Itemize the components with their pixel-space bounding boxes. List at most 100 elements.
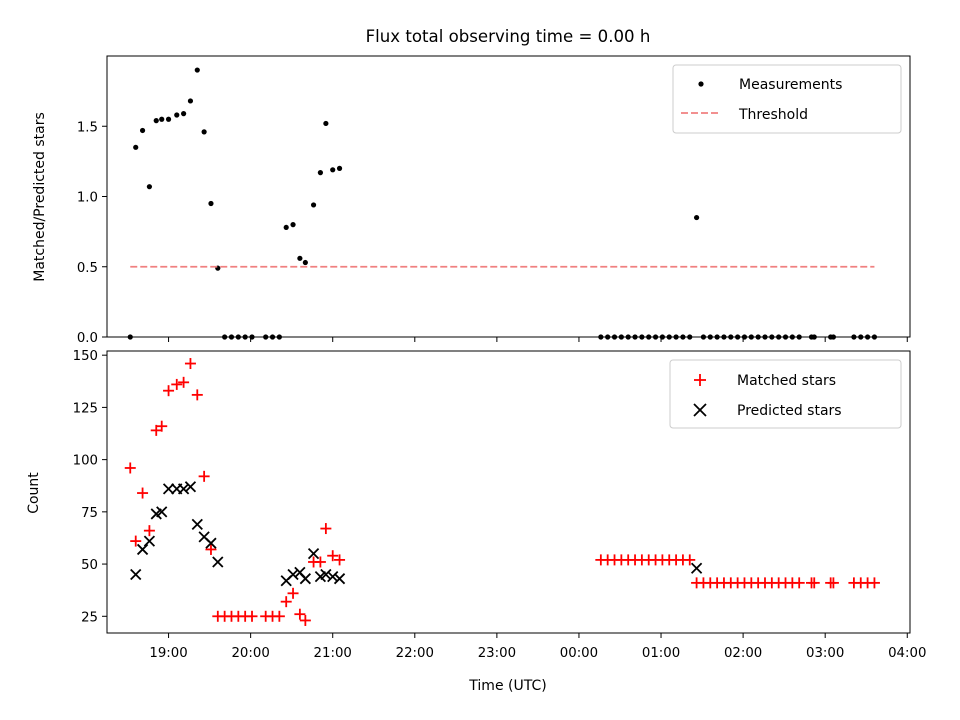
y-tick-label: 50 <box>81 558 98 573</box>
x-tick-label: 04:00 <box>888 646 926 661</box>
y-tick-label: 150 <box>73 349 98 364</box>
x-tick-label: 21:00 <box>314 646 352 661</box>
predicted-star-point <box>162 483 175 495</box>
legend-marker-measurements <box>698 81 704 87</box>
y-tick-label: 1.0 <box>77 191 98 206</box>
matched-star-point <box>273 610 285 622</box>
measurement-point <box>165 116 172 122</box>
bottom-chart-y-axis-label: Count <box>26 472 42 514</box>
measurement-point <box>317 170 324 176</box>
predicted-star-point <box>143 535 156 547</box>
matched-star-point <box>143 525 155 537</box>
top-chart-legend: Measurements Threshold <box>672 64 902 134</box>
matched-star-point <box>827 577 839 589</box>
bottom-chart-x-axis-label: Time (UTC) <box>468 678 546 694</box>
predicted-star-point <box>184 481 197 493</box>
measurement-point <box>181 111 187 117</box>
measurement-point <box>693 214 700 221</box>
matched-star-point <box>299 614 311 626</box>
matched-star-point <box>246 610 258 622</box>
measurement-point <box>139 127 146 134</box>
predicted-star-point <box>320 568 332 581</box>
top-chart-y-ticks: 0.0 0.5 1.0 1.5 <box>77 120 107 346</box>
measurement-point <box>194 67 200 73</box>
measurement-point <box>302 259 308 266</box>
top-chart: 0.0 0.5 1.0 1.5 Matched/Predicted stars Mea… <box>32 55 911 346</box>
bottom-chart-y-ticks: 25 50 75 100 125 150 <box>73 349 107 625</box>
matched-star-point <box>198 470 210 482</box>
matched-star-point <box>156 420 168 432</box>
bottom-chart-marks <box>124 358 880 626</box>
predicted-star-point <box>136 543 149 556</box>
matched-star-point <box>130 535 142 547</box>
y-tick-label: 0.5 <box>77 261 98 276</box>
matched-star-point <box>314 556 326 568</box>
top-chart-y-axis-label: Matched/Predicted stars <box>32 112 48 282</box>
predicted-star-point <box>191 518 203 531</box>
predicted-star-point <box>333 573 346 585</box>
matched-star-point <box>334 554 346 566</box>
predicted-star-point <box>130 568 142 581</box>
bottom-chart-legend-box <box>669 359 902 429</box>
measurement-point <box>310 202 317 208</box>
predicted-star-point <box>690 562 703 574</box>
matched-star-point <box>327 550 339 562</box>
x-tick-label: 20:00 <box>231 646 269 661</box>
matched-star-point <box>868 577 880 589</box>
x-tick-label: 23:00 <box>478 646 516 661</box>
matched-star-point <box>184 358 196 370</box>
predicted-star-point <box>299 573 311 585</box>
legend-label-matched-stars: Matched stars <box>737 373 836 389</box>
bottom-chart-frame <box>106 350 911 634</box>
top-chart-legend-box <box>672 64 902 134</box>
measurement-point <box>201 129 207 135</box>
predicted-star-point <box>156 506 168 518</box>
measurement-point <box>146 184 153 190</box>
measurement-point <box>208 200 214 207</box>
measurement-point <box>283 224 289 231</box>
x-tick-label: 19:00 <box>149 646 187 661</box>
matched-star-point <box>320 523 332 535</box>
matched-star-point <box>294 608 306 620</box>
x-tick-label: 00:00 <box>560 646 598 661</box>
y-tick-label: 1.5 <box>77 120 98 135</box>
y-tick-label: 25 <box>81 610 98 625</box>
bottom-chart-legend: Matched stars Predicted stars <box>669 359 902 429</box>
top-chart-x-ticks <box>168 337 908 342</box>
legend-label-threshold: Threshold <box>738 107 808 123</box>
matched-star-point <box>178 376 190 388</box>
bottom-chart-x-ticks: 19:00 20:00 21:00 22:00 23:00 00:00 01:00 02:00… <box>149 633 926 661</box>
legend-marker-predicted-stars <box>693 403 707 417</box>
matched-star-point <box>124 462 136 474</box>
x-tick-label: 02:00 <box>724 646 762 661</box>
measurement-point <box>133 144 139 150</box>
matched-star-point <box>171 378 183 390</box>
measurement-point <box>297 255 303 261</box>
predicted-star-point <box>205 537 217 549</box>
legend-label-predicted-stars: Predicted stars <box>737 403 842 419</box>
x-tick-label: 01:00 <box>642 646 680 661</box>
y-tick-label: 125 <box>73 401 98 416</box>
measurement-point <box>159 116 165 122</box>
measurement-point <box>290 222 296 228</box>
measurement-point <box>330 167 336 173</box>
bottom-chart: 25 50 75 100 125 150 19:00 20:00 21:00 22:00 23:0… <box>26 349 926 694</box>
matched-star-point <box>287 587 299 599</box>
y-tick-label: 75 <box>81 506 98 521</box>
measurement-point <box>174 112 180 118</box>
measurement-point <box>336 165 343 171</box>
legend-marker-matched-stars <box>694 374 706 386</box>
matched-star-point <box>137 487 149 499</box>
matched-star-point <box>684 554 696 566</box>
x-tick-label: 03:00 <box>806 646 844 661</box>
matched-star-point <box>191 389 203 401</box>
measurement-point <box>323 120 329 127</box>
matched-star-point <box>808 577 820 589</box>
legend-label-measurements: Measurements <box>739 77 842 93</box>
y-tick-label: 0.0 <box>77 331 98 346</box>
x-tick-label: 22:00 <box>396 646 434 661</box>
matched-star-point <box>205 543 217 555</box>
matched-star-point <box>163 385 175 397</box>
predicted-star-point <box>177 483 190 495</box>
